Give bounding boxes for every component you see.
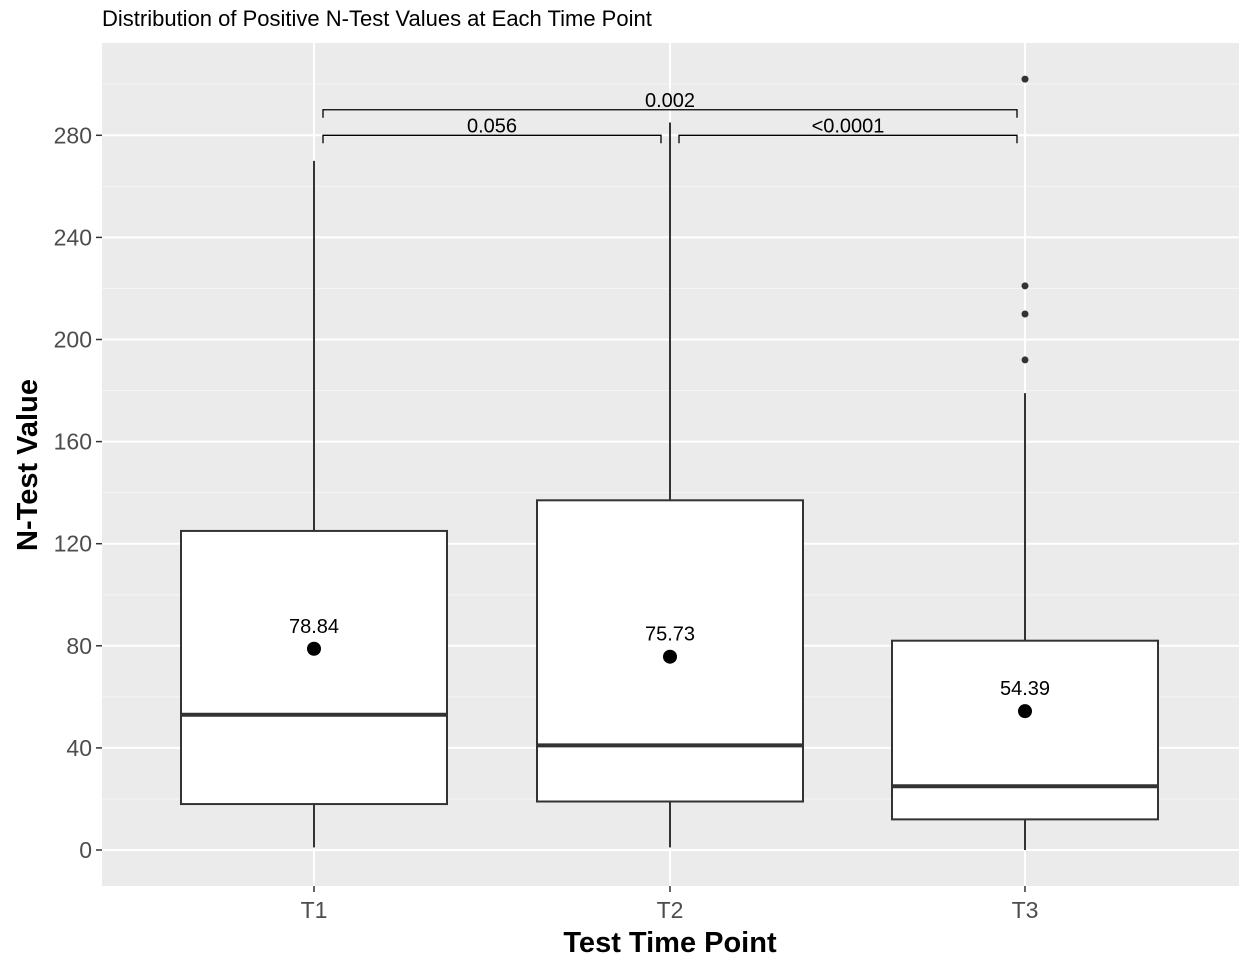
mean-label: 54.39 bbox=[1000, 678, 1050, 700]
y-tick-label: 160 bbox=[54, 429, 92, 455]
p-value-label: <0.0001 bbox=[812, 115, 885, 137]
p-value-label: 0.002 bbox=[645, 90, 695, 112]
x-tick-label: T1 bbox=[301, 897, 328, 923]
y-tick-label: 80 bbox=[66, 633, 92, 659]
box-t1: 78.84 bbox=[180, 160, 448, 848]
outlier-point bbox=[1021, 310, 1029, 318]
box-t3: 54.39 bbox=[891, 75, 1159, 850]
y-axis: 0 40 80 120 160 200 240 280 bbox=[54, 122, 102, 863]
comparison-bracket bbox=[322, 134, 662, 144]
outlier-point bbox=[1021, 75, 1029, 83]
mean-point bbox=[663, 649, 677, 664]
mean-label: 78.84 bbox=[289, 616, 339, 638]
comparison-bracket bbox=[322, 109, 1018, 118]
y-tick-label: 200 bbox=[54, 327, 92, 353]
y-tick-label: 120 bbox=[54, 531, 92, 557]
iqr-box bbox=[180, 529, 448, 806]
y-tick-label: 240 bbox=[54, 224, 92, 250]
x-axis: T1 T2 T3 bbox=[301, 886, 1039, 923]
iqr-box bbox=[891, 639, 1159, 821]
y-axis-title: N-Test Value bbox=[12, 379, 44, 551]
mean-point bbox=[1018, 704, 1032, 719]
y-tick-label: 0 bbox=[79, 837, 92, 863]
box-t2: 75.73 bbox=[536, 122, 804, 848]
x-axis-title: Test Time Point bbox=[563, 927, 777, 957]
outlier-point bbox=[1021, 282, 1029, 290]
x-tick-label: T3 bbox=[1012, 897, 1039, 923]
mean-label: 75.73 bbox=[645, 624, 695, 646]
comparison-t2-t3: <0.0001 bbox=[678, 115, 1018, 144]
y-tick-label: 40 bbox=[66, 735, 92, 761]
x-tick-label: T2 bbox=[657, 897, 684, 923]
comparison-t1-t2: 0.056 bbox=[322, 115, 662, 144]
comparison-t1-t3: 0.002 bbox=[322, 90, 1018, 118]
p-value-label: 0.056 bbox=[467, 115, 517, 137]
outlier-point bbox=[1021, 356, 1029, 364]
y-tick-label: 280 bbox=[54, 122, 92, 148]
box-series: 78.84 75.73 54.39 bbox=[180, 75, 1159, 850]
chart-title: Distribution of Positive N-Test Values a… bbox=[102, 6, 652, 31]
mean-point bbox=[307, 641, 321, 656]
comparison-brackets: 0.056 <0.0001 0.002 bbox=[322, 90, 1018, 144]
comparison-bracket bbox=[678, 134, 1018, 144]
